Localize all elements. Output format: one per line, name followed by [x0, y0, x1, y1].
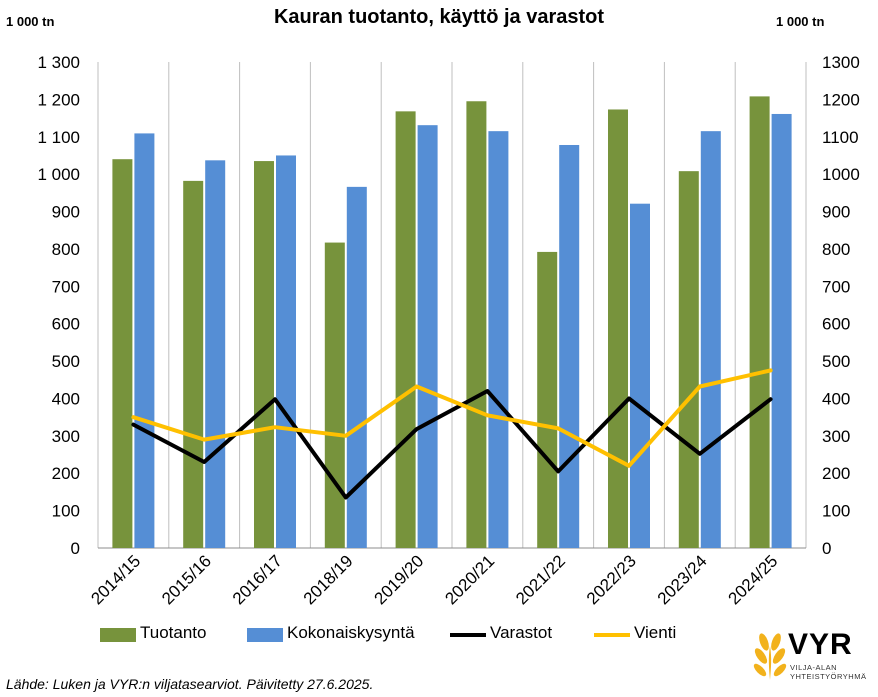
- bar-tuotanto: [254, 161, 274, 549]
- y-tick-label-right: 500: [822, 352, 850, 371]
- y-tick-label-left: 1 300: [37, 53, 80, 72]
- source-note: Lähde: Luken ja VYR:n viljatasearviot. P…: [6, 676, 374, 692]
- x-tick-label: 2018/19: [300, 551, 357, 608]
- bar-tuotanto: [395, 111, 416, 549]
- logo-subtitle-1: VILJA-ALAN: [790, 663, 838, 672]
- y-tick-label-left: 800: [52, 240, 80, 259]
- y-tick-label-right: 1300: [822, 53, 860, 72]
- bar-kokonaiskysynta: [771, 113, 792, 549]
- line-vienti: [131, 368, 773, 468]
- y-tick-label-right: 300: [822, 427, 850, 446]
- legend-swatch-varastot: [450, 633, 486, 637]
- x-tick-label: 2015/16: [158, 551, 215, 608]
- vyr-logo: VYR VILJA-ALAN YHTEISTYÖRYHMÄ: [752, 628, 878, 682]
- y-tick-label-left: 600: [52, 315, 80, 334]
- y-tick-label-right: 0: [822, 539, 831, 558]
- logo-text: VYR: [788, 628, 853, 661]
- bar-tuotanto: [749, 96, 770, 548]
- y-tick-label-left: 100: [52, 502, 80, 521]
- logo-subtitle-2: YHTEISTYÖRYHMÄ: [790, 672, 867, 681]
- wheat-icon: [753, 633, 787, 680]
- y-tick-label-right: 1000: [822, 165, 860, 184]
- bar-kokonaiskysynta: [346, 186, 367, 548]
- x-tick-label: 2014/15: [87, 551, 144, 608]
- y-tick-label-right: 200: [822, 464, 850, 483]
- legend-label-varastot: Varastot: [490, 623, 553, 642]
- y-tick-label-right: 900: [822, 203, 850, 222]
- bar-kokonaiskysynta: [417, 125, 438, 549]
- x-tick-label: 2020/21: [441, 551, 498, 608]
- bar-kokonaiskysynta: [630, 203, 650, 549]
- chart-title: Kauran tuotanto, käyttö ja varastot: [273, 6, 605, 28]
- legend-label-vienti: Vienti: [634, 623, 677, 642]
- left-axis-unit: 1 000 tn: [6, 14, 55, 29]
- bar-tuotanto: [678, 171, 699, 548]
- bar-kokonaiskysynta: [134, 133, 155, 549]
- legend-swatch-kokonaiskysynta: [247, 628, 283, 642]
- x-tick-label: 2022/23: [583, 551, 640, 608]
- y-tick-label-left: 900: [52, 203, 80, 222]
- legend-label-kokonaiskysynta: Kokonaiskysyntä: [287, 623, 415, 642]
- legend-swatch-vienti: [594, 633, 630, 637]
- bar-tuotanto: [112, 159, 133, 548]
- y-tick-label-left: 200: [52, 464, 80, 483]
- bar-kokonaiskysynta: [205, 160, 226, 548]
- y-tick-label-right: 100: [822, 502, 850, 521]
- bar-kokonaiskysynta: [559, 144, 580, 549]
- x-tick-label: 2016/17: [229, 551, 286, 608]
- y-tick-label-right: 400: [822, 389, 850, 408]
- y-tick-label-left: 700: [52, 277, 80, 296]
- x-tick-label: 2019/20: [371, 551, 428, 608]
- bar-tuotanto: [183, 180, 204, 549]
- y-tick-label-left: 1 200: [37, 90, 80, 109]
- y-tick-label-left: 300: [52, 427, 80, 446]
- bar-tuotanto: [608, 109, 628, 549]
- y-tick-label-right: 1100: [822, 128, 859, 147]
- y-tick-label-left: 400: [52, 389, 80, 408]
- y-tick-label-left: 1 100: [37, 128, 80, 147]
- y-tick-label-left: 0: [71, 539, 80, 558]
- y-tick-label-right: 600: [822, 315, 850, 334]
- right-axis-unit: 1 000 tn: [776, 14, 825, 29]
- y-tick-label-left: 1 000: [37, 165, 80, 184]
- bar-tuotanto: [466, 101, 487, 548]
- bar-tuotanto: [537, 251, 558, 548]
- x-tick-label: 2023/24: [654, 551, 711, 608]
- bar-kokonaiskysynta: [700, 131, 721, 548]
- y-tick-label-left: 500: [52, 352, 80, 371]
- bar-kokonaiskysynta: [276, 155, 296, 548]
- y-tick-label-right: 1200: [822, 90, 860, 109]
- y-tick-label-right: 800: [822, 240, 850, 259]
- bar-tuotanto: [324, 242, 345, 548]
- bar-kokonaiskysynta: [488, 131, 509, 548]
- legend-swatch-tuotanto: [100, 628, 136, 642]
- y-tick-label-right: 700: [822, 277, 850, 296]
- x-tick-label: 2024/25: [725, 551, 782, 608]
- legend-label-tuotanto: Tuotanto: [140, 623, 207, 642]
- x-tick-label: 2021/22: [512, 551, 569, 608]
